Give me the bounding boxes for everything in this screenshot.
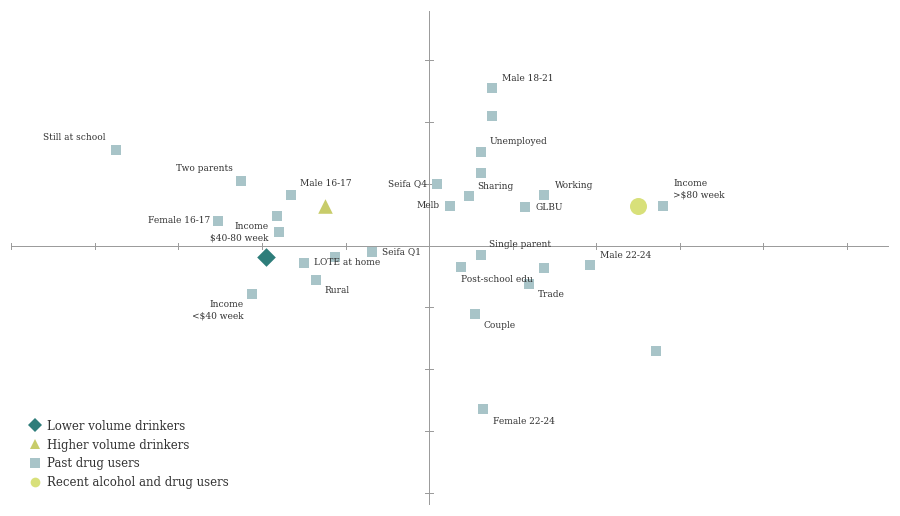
Text: Working: Working: [554, 181, 593, 190]
Point: [309, 276, 323, 284]
Point: [473, 169, 488, 177]
Point: [212, 217, 226, 225]
Text: Seifa Q1: Seifa Q1: [382, 247, 421, 256]
Text: Couple: Couple: [483, 321, 516, 330]
Point: [284, 191, 299, 199]
Text: Unemployed: Unemployed: [490, 137, 547, 146]
Point: [473, 148, 488, 156]
Text: LOTE at home: LOTE at home: [314, 259, 380, 267]
Point: [430, 180, 445, 188]
Text: Income
$40-80 week: Income $40-80 week: [210, 222, 268, 243]
Point: [245, 289, 259, 298]
Point: [484, 112, 499, 120]
Point: [473, 251, 488, 259]
Text: Post-school edu: Post-school edu: [461, 275, 533, 284]
Text: Seifa Q4: Seifa Q4: [389, 180, 428, 188]
Text: Single parent: Single parent: [490, 240, 552, 249]
Point: [328, 253, 343, 261]
Point: [468, 310, 482, 318]
Point: [631, 201, 645, 209]
Point: [518, 203, 533, 212]
Point: [443, 201, 457, 209]
Text: Two parents: Two parents: [176, 165, 232, 173]
Point: [582, 261, 597, 269]
Point: [537, 191, 552, 199]
Point: [296, 259, 310, 267]
Point: [537, 264, 552, 272]
Text: Male 22-24: Male 22-24: [599, 251, 651, 261]
Point: [234, 176, 248, 185]
Point: [270, 212, 284, 220]
Point: [462, 192, 476, 200]
Point: [476, 405, 491, 413]
Text: GLBU: GLBU: [536, 203, 562, 212]
Point: [522, 280, 536, 288]
Text: Rural: Rural: [325, 286, 350, 295]
Text: Female 22-24: Female 22-24: [493, 416, 555, 426]
Text: Melb: Melb: [417, 201, 440, 210]
Point: [108, 146, 122, 154]
Text: Female 16-17: Female 16-17: [148, 217, 210, 225]
Point: [484, 84, 499, 92]
Text: Income
<$40 week: Income <$40 week: [192, 300, 244, 320]
Point: [649, 346, 663, 354]
Text: Male 16-17: Male 16-17: [300, 179, 351, 188]
Point: [365, 248, 380, 256]
Point: [259, 253, 274, 261]
Text: Male 18-21: Male 18-21: [502, 74, 554, 83]
Point: [454, 263, 468, 271]
Point: [656, 201, 670, 209]
Text: Sharing: Sharing: [478, 182, 514, 191]
Point: [272, 228, 286, 236]
Text: Trade: Trade: [538, 290, 564, 299]
Legend: Lower volume drinkers, Higher volume drinkers, Past drug users, Recent alcohol a: Lower volume drinkers, Higher volume dri…: [26, 415, 233, 494]
Text: Income
>$80 week: Income >$80 week: [673, 179, 725, 199]
Text: Still at school: Still at school: [43, 133, 105, 142]
Point: [318, 201, 332, 209]
